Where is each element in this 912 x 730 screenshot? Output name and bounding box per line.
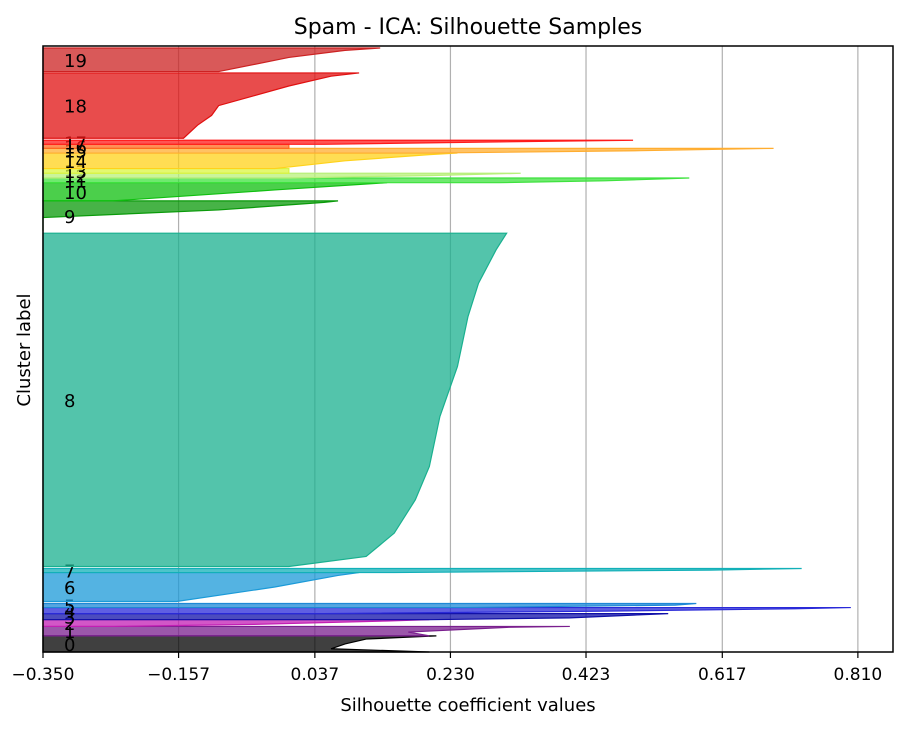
x-tick-label: 0.037 xyxy=(291,665,340,685)
x-tick-label: −0.157 xyxy=(147,665,210,685)
x-tick-label: 0.617 xyxy=(698,665,747,685)
cluster-18-silhouette xyxy=(42,72,360,139)
cluster-10-silhouette xyxy=(42,182,388,202)
cluster-label-5: 5 xyxy=(64,597,75,618)
cluster-11-silhouette xyxy=(42,177,690,184)
cluster-15-silhouette xyxy=(42,147,774,154)
cluster-label-10: 10 xyxy=(64,183,87,204)
x-tick-label: 0.423 xyxy=(562,665,611,685)
cluster-label-0: 0 xyxy=(64,635,75,656)
cluster-label-2: 2 xyxy=(64,614,75,635)
cluster-3-silhouette xyxy=(42,613,669,621)
cluster-label-6: 6 xyxy=(64,578,75,599)
cluster-label-3: 3 xyxy=(64,608,75,629)
cluster-2-silhouette xyxy=(42,619,430,628)
y-axis-label: Cluster label xyxy=(14,293,35,406)
cluster-label-9: 9 xyxy=(64,207,75,228)
cluster-17-silhouette xyxy=(42,139,634,145)
cluster-7-silhouette xyxy=(42,567,802,574)
cluster-label-18: 18 xyxy=(64,97,87,118)
cluster-label-8: 8 xyxy=(64,391,75,412)
cluster-1-silhouette xyxy=(42,625,570,637)
cluster-label-7: 7 xyxy=(64,562,75,583)
cluster-label-1: 1 xyxy=(64,622,75,643)
cluster-label-14: 14 xyxy=(64,152,87,173)
x-axis-label: Silhouette coefficient values xyxy=(340,695,595,716)
plot-frame xyxy=(42,45,894,653)
cluster-9-silhouette xyxy=(42,200,339,232)
cluster-19-silhouette xyxy=(42,47,381,73)
cluster-label-4: 4 xyxy=(64,602,75,623)
cluster-5-silhouette xyxy=(42,602,697,609)
cluster-label-19: 19 xyxy=(64,51,87,72)
cluster-8-silhouette xyxy=(42,232,508,568)
x-tick-label: −0.350 xyxy=(12,665,75,685)
cluster-0-silhouette xyxy=(42,635,437,653)
chart-title: Spam - ICA: Silhouette Samples xyxy=(294,15,643,40)
cluster-4-silhouette xyxy=(42,606,851,615)
cluster-6-silhouette xyxy=(42,571,360,603)
x-tick-label: 0.810 xyxy=(834,665,883,685)
cluster-12-silhouette xyxy=(42,172,521,179)
x-tick-label: 0.230 xyxy=(426,665,475,685)
cluster-14-silhouette xyxy=(42,152,458,170)
